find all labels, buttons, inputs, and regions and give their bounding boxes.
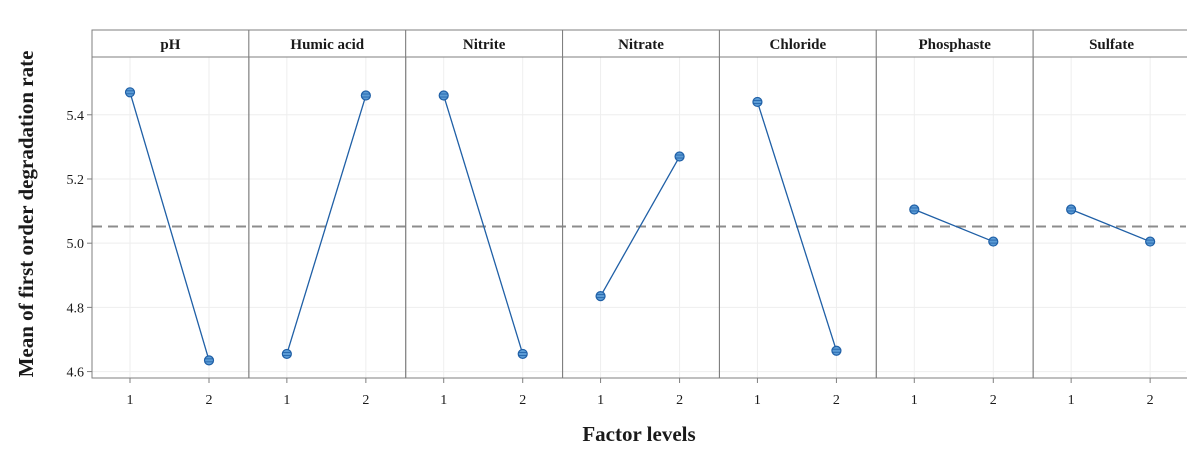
data-point (517, 348, 528, 360)
data-point (438, 90, 449, 101)
data-point (1145, 236, 1156, 247)
data-point (595, 291, 606, 302)
panel-frame (718, 56, 877, 379)
data-point (124, 87, 136, 98)
x-tick-label: 1 (440, 393, 447, 408)
data-point (752, 96, 763, 108)
panel-frame (875, 56, 1034, 379)
panel-frame (562, 56, 720, 379)
effect-line (756, 101, 838, 351)
panel-title: Humic acid (290, 37, 364, 53)
data-layer (124, 87, 1156, 366)
effect-line (1070, 208, 1151, 243)
y-tick-label: 4.8 (67, 301, 85, 316)
x-tick-label: 2 (206, 393, 213, 408)
panel-title: Phosphaste (918, 37, 991, 53)
x-tick-label: 2 (833, 393, 840, 408)
data-point (674, 151, 685, 162)
x-tick-label: 2 (676, 393, 683, 408)
data-point (909, 204, 920, 215)
panel-title: Sulfate (1089, 37, 1134, 53)
y-tick-label: 5.2 (67, 173, 85, 188)
x-tick-label: 1 (754, 393, 761, 408)
x-tick-label: 2 (519, 393, 526, 408)
panel-header (718, 29, 877, 58)
effect-line (443, 95, 524, 355)
x-tick-label: 1 (1068, 393, 1075, 408)
axis-ticks: 4.6 4.8 5.0 5.2 5.4 1 2 1 2 1 2 1 2 1 2 1 2 1 2 (67, 109, 1154, 408)
data-point (203, 355, 215, 366)
effect-line (600, 156, 681, 297)
panel-header (562, 29, 720, 58)
y-tick-label: 5.4 (67, 109, 85, 124)
data-point (281, 348, 292, 360)
data-point (988, 236, 999, 247)
x-tick-label: 2 (362, 393, 369, 408)
panel-frame (248, 56, 407, 379)
panel-header (405, 29, 564, 58)
x-tick-label: 1 (127, 393, 134, 408)
panel-frame (91, 56, 250, 379)
x-tick-label: 1 (283, 393, 290, 408)
panel-title: Chloride (770, 37, 827, 53)
effect-line (914, 208, 994, 243)
y-axis-title: Mean of first order degradation rate (14, 51, 38, 378)
y-tick-label: 4.6 (67, 366, 85, 381)
x-tick-label: 2 (1147, 393, 1154, 408)
effect-line (286, 95, 367, 355)
grid-layer (92, 57, 1186, 378)
x-axis-title: Factor levels (582, 422, 695, 446)
panel-header (248, 29, 407, 58)
data-point (1066, 204, 1077, 215)
data-point (360, 90, 371, 101)
x-tick-label: 1 (597, 393, 604, 408)
panel-title: Nitrite (463, 37, 506, 53)
effect-line (129, 92, 210, 361)
panel-title: pH (160, 37, 180, 53)
data-point (831, 345, 842, 356)
panel-frames: pH Humic acid Nitrite Nitrate Chloride Phosph… (91, 29, 1187, 379)
x-tick-label: 2 (990, 393, 997, 408)
panel-title: Nitrate (618, 37, 664, 53)
y-tick-label: 5.0 (67, 237, 85, 252)
panel-frame (405, 56, 564, 379)
x-tick-label: 1 (911, 393, 918, 408)
panel-frame (1032, 56, 1187, 379)
